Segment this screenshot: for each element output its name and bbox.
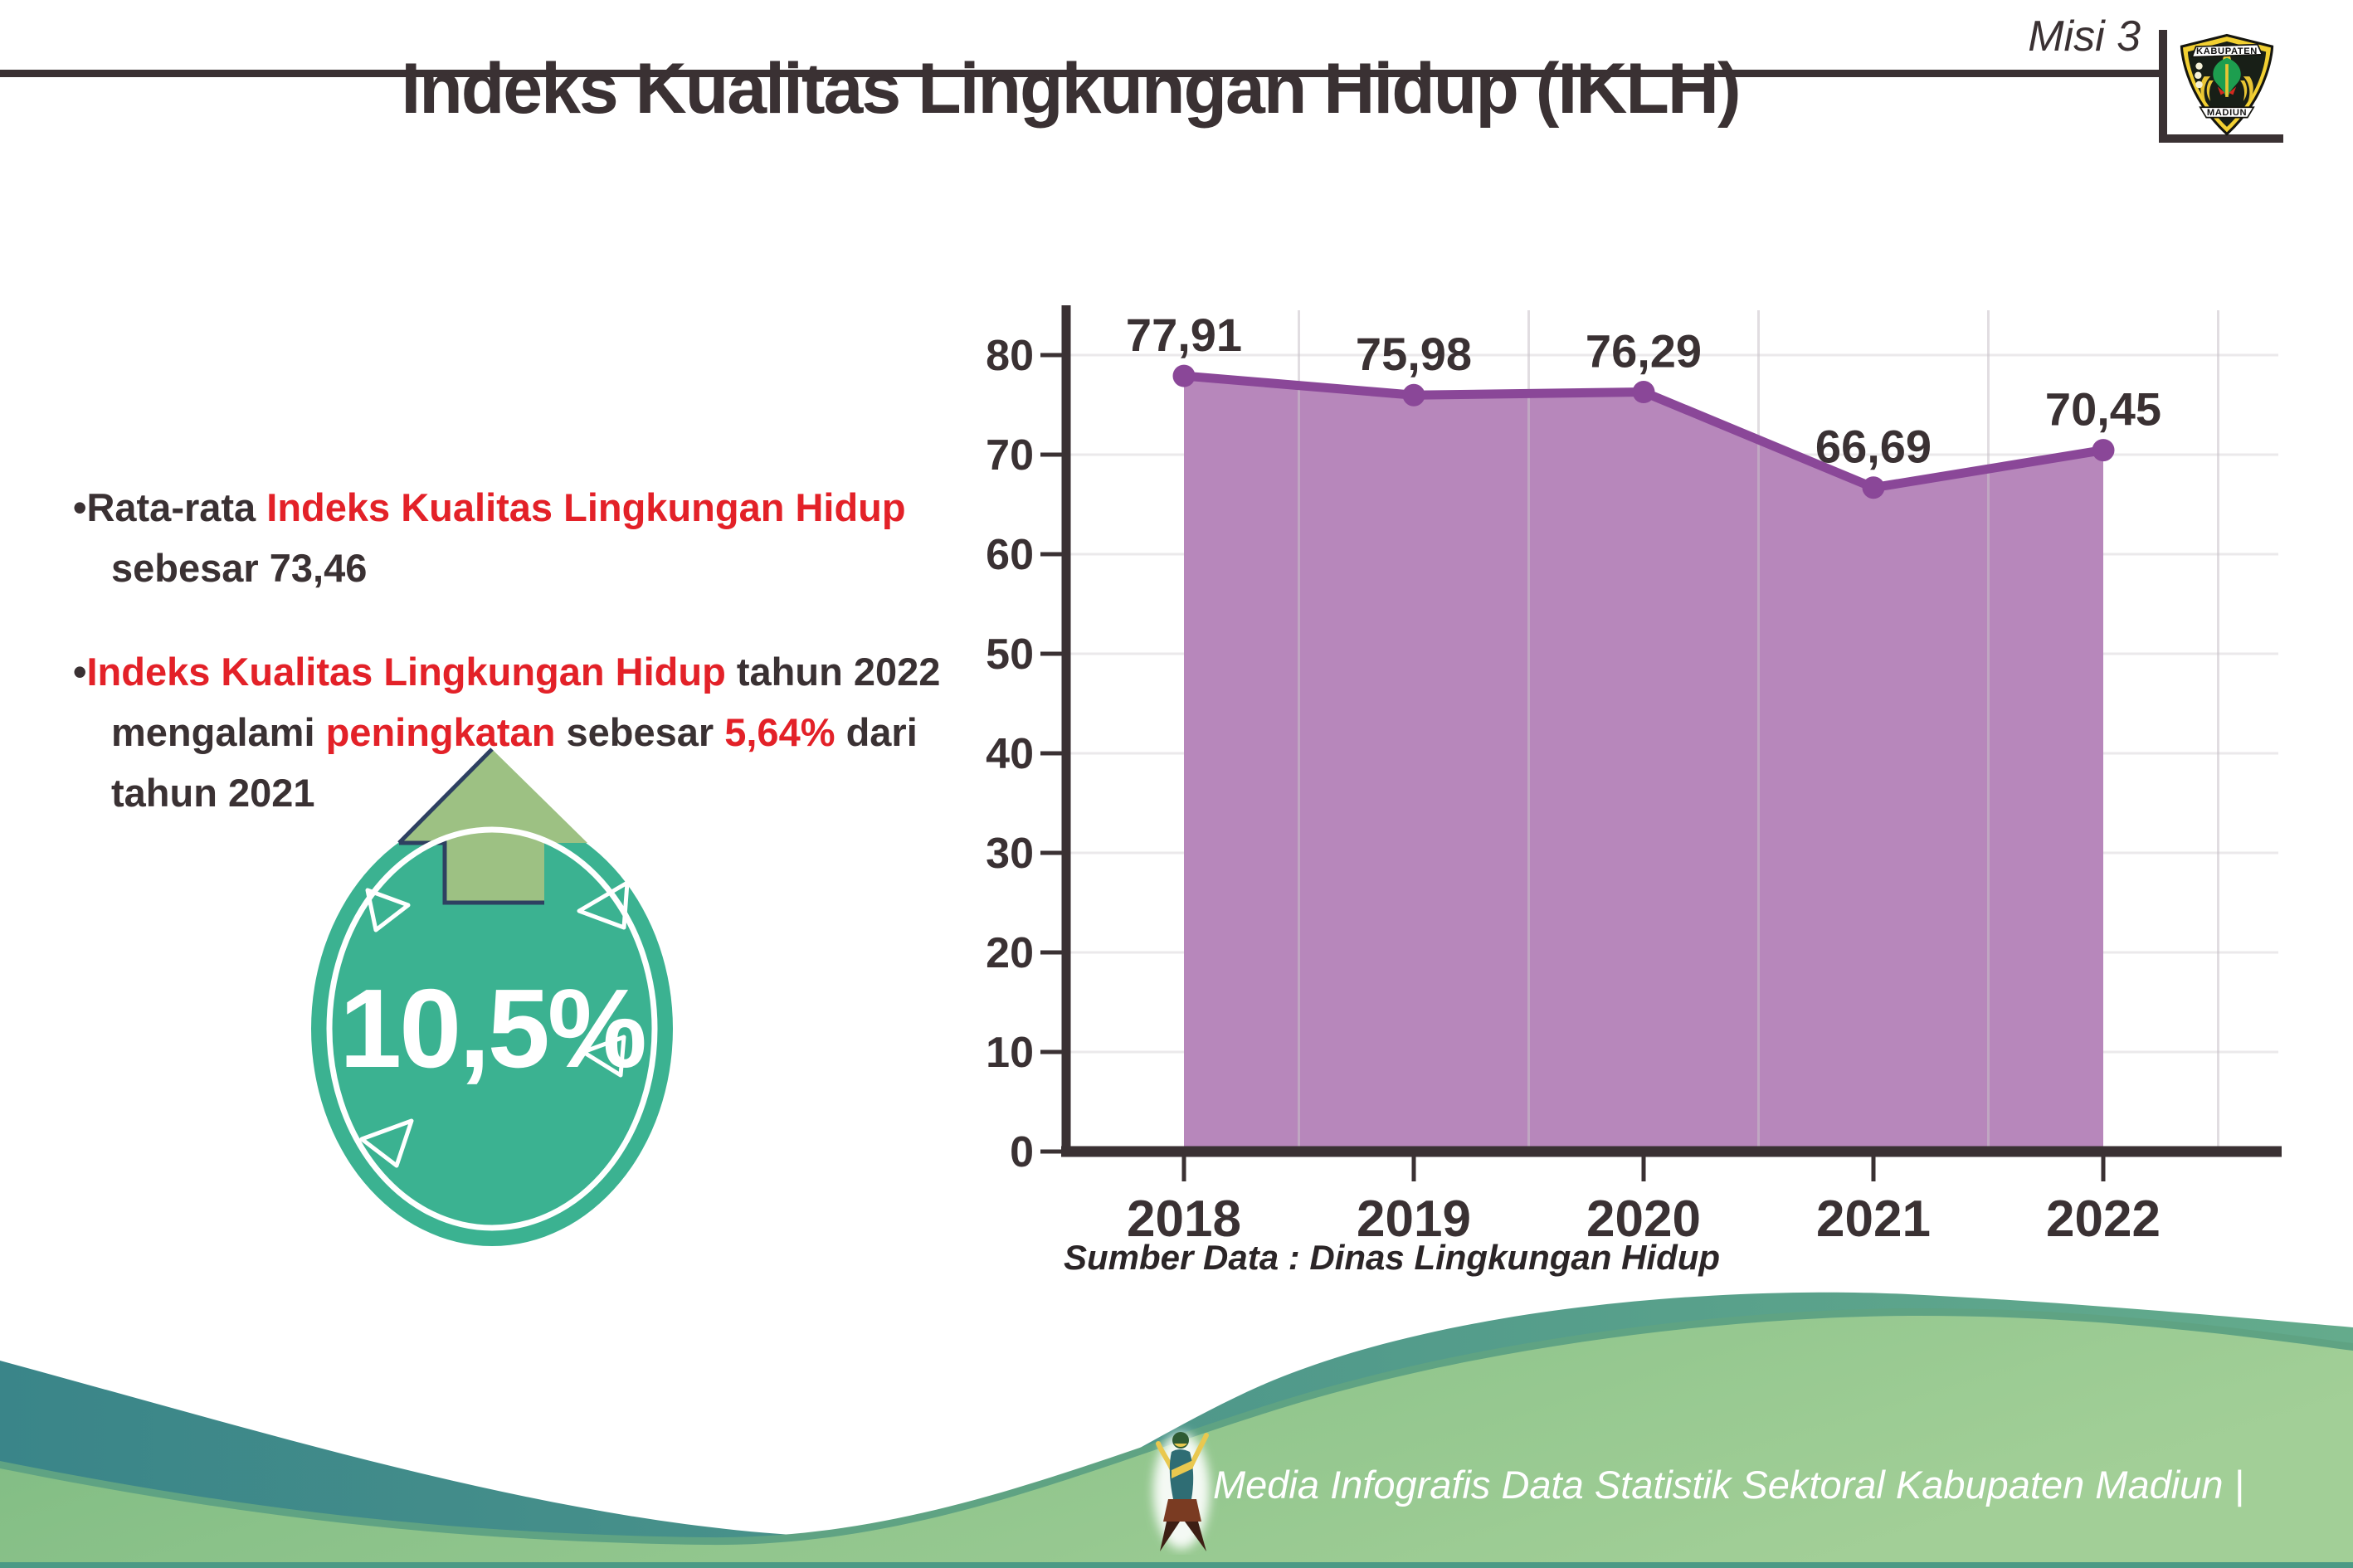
bullet2-dot: • [73, 650, 87, 694]
mission-label: Misi 3 [2028, 12, 2141, 61]
data-label: 66,69 [1815, 421, 1932, 473]
accent-triangle-lower-left [359, 1118, 414, 1168]
data-point [2092, 439, 2115, 462]
kabupaten-madiun-logo-icon: KABUPATEN MADIUN [2180, 33, 2274, 136]
increase-badge: 10,5% [311, 747, 673, 1246]
y-tick-label: 60 [986, 531, 1034, 579]
y-tick-label: 20 [986, 929, 1034, 977]
bullet2-seg3: sebesar [555, 710, 725, 754]
y-tick-label: 10 [986, 1029, 1034, 1077]
data-point [1402, 383, 1425, 407]
badge-ring [326, 826, 658, 1231]
accent-triangle-lower-right [581, 1035, 626, 1078]
footer-caption: Media Infografis Data Statistik Sektoral… [1213, 1463, 2244, 1507]
bullet2-year: tahun 2022 [725, 650, 941, 694]
bullet-increase-2022: •Indeks Kualitas Lingkungan Hidup tahun … [73, 641, 1019, 823]
data-label: 75,98 [1356, 328, 1472, 380]
logo-bottom-banner-text: MADIUN [2207, 108, 2247, 118]
arrow-outline-bottom [399, 840, 544, 905]
data-label: 77,91 [1126, 309, 1242, 361]
y-tick-label: 80 [986, 332, 1034, 380]
data-point [1632, 381, 1655, 404]
area-fill [1184, 376, 2103, 1150]
bullet2-line2: mengalami peningkatan sebesar 5,64% dari [73, 702, 1019, 762]
badge-circle [311, 811, 673, 1246]
bullet1-highlight: Indeks Kualitas Lingkungan Hidup [266, 485, 906, 529]
logo-frame-horizontal [2159, 134, 2283, 143]
dancer-mascot-icon [1153, 1432, 1210, 1551]
y-tick-label: 70 [986, 431, 1034, 480]
y-tick-label: 30 [986, 830, 1034, 878]
bullet2-seg5: dari [835, 710, 918, 754]
y-tick-label: 50 [986, 631, 1034, 679]
data-source-note: Sumber Data : Dinas Lingkungan Hidup [1064, 1238, 1721, 1277]
accent-triangle-upper-left [365, 888, 411, 933]
page-title: Indeks Kualitas Lingkungan Hidup (IKLH) [401, 49, 1741, 129]
y-tick-label: 0 [1010, 1128, 1034, 1176]
footer-bottom-strip [0, 1562, 2353, 1568]
bullet-average-iklh: •Rata-rata Indeks Kualitas Lingkungan Hi… [73, 477, 1019, 598]
data-point [1172, 364, 1196, 387]
logo-top-banner-text: KABUPATEN [2196, 46, 2258, 56]
bullet1-line1: •Rata-rata Indeks Kualitas Lingkungan Hi… [73, 477, 1019, 538]
bullet1-line2: sebesar 73,46 [111, 546, 368, 590]
footer-green-wave [0, 1315, 2353, 1568]
accent-triangle-upper-right [577, 880, 630, 930]
x-tick-label: 2021 [1816, 1191, 1931, 1248]
bullet2-seg2: peningkatan [325, 710, 556, 754]
x-tick-label: 2022 [2046, 1191, 2161, 1248]
badge-percentage-value: 10,5% [339, 966, 645, 1091]
y-tick-label: 40 [986, 730, 1034, 778]
iklh-area-chart: 0 10 20 30 40 50 60 70 80 2018 2019 2020 2021 2022 77,… [986, 305, 2282, 1248]
bullet2-highlight: Indeks Kualitas Lingkungan Hidup [86, 650, 726, 694]
data-point [1862, 476, 1885, 499]
data-label: 76,29 [1586, 325, 1702, 377]
bullet1-prefix: •Rata-rata [73, 485, 267, 529]
x-tick-label: 2019 [1357, 1191, 1471, 1248]
arrow-outline [397, 747, 494, 845]
x-tick-label: 2020 [1586, 1191, 1701, 1248]
key-findings: •Rata-rata Indeks Kualitas Lingkungan Hi… [73, 477, 1019, 823]
header-rule [0, 70, 2159, 77]
logo-frame-vertical [2159, 30, 2167, 143]
data-label: 70,45 [2045, 383, 2161, 436]
bullet2-seg1: mengalami [111, 710, 326, 754]
bullet2-line1: •Indeks Kualitas Lingkungan Hidup tahun … [73, 641, 1019, 702]
bullet2-seg4: 5,64% [724, 710, 835, 754]
bullet2-line3: tahun 2021 [111, 771, 315, 815]
x-tick-label: 2018 [1127, 1191, 1241, 1248]
